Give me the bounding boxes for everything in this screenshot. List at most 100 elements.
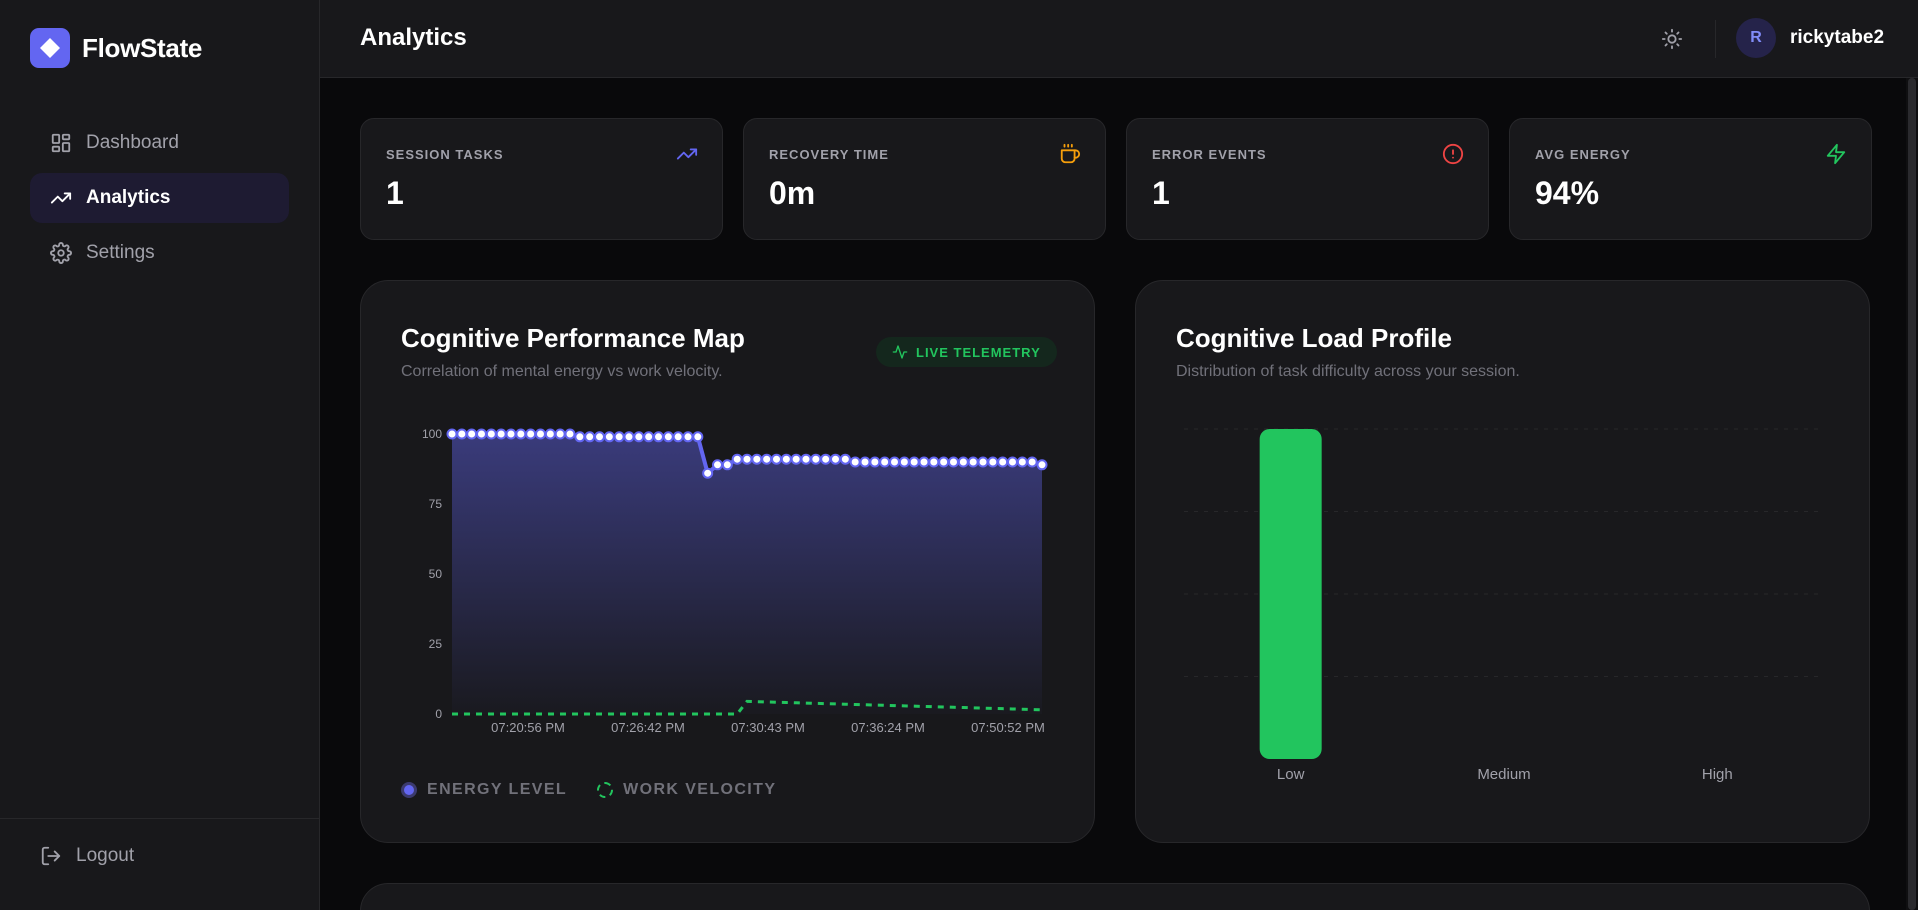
energy-point	[682, 431, 694, 443]
energy-point	[574, 431, 586, 443]
energy-point	[849, 456, 861, 468]
stat-value: 0m	[769, 175, 816, 211]
energy-point	[623, 431, 635, 443]
energy-point	[948, 456, 959, 468]
sidebar-item-dashboard[interactable]: Dashboard	[30, 118, 289, 168]
energy-point	[702, 467, 714, 479]
energy-point	[987, 456, 999, 468]
energy-point	[525, 428, 537, 440]
sidebar-nav: Dashboard Analytics Settings	[30, 118, 289, 283]
sidebar-item-label: Analytics	[86, 187, 171, 208]
y-tick-label: 0	[435, 707, 442, 721]
chart-legend: ENERGY LEVEL WORK VELOCITY	[401, 781, 776, 799]
activity-icon	[892, 345, 908, 359]
energy-point	[515, 428, 527, 440]
load-panel: Cognitive Load Profile Distribution of t…	[1135, 280, 1870, 843]
sidebar-item-label: Dashboard	[86, 132, 179, 153]
energy-point	[1036, 459, 1048, 471]
energy-point	[830, 453, 841, 465]
energy-point	[820, 453, 832, 465]
stat-value: 1	[1152, 175, 1170, 211]
theme-toggle-button[interactable]	[1656, 23, 1688, 55]
energy-point	[456, 428, 468, 440]
scrollbar[interactable]	[1906, 78, 1918, 910]
energy-point	[1007, 456, 1018, 468]
dashboard-grid-icon	[51, 133, 71, 153]
y-tick-label: 50	[429, 567, 443, 581]
energy-area	[452, 434, 1042, 714]
energy-point	[771, 453, 782, 465]
x-tick-label: 07:36:24 PM	[851, 720, 925, 735]
trending-up-icon	[676, 148, 698, 160]
energy-point	[653, 431, 664, 443]
energy-point	[466, 428, 478, 440]
load-title: Cognitive Load Profile	[1176, 323, 1452, 353]
energy-point	[603, 431, 615, 443]
energy-point	[633, 431, 645, 443]
energy-point	[594, 431, 605, 443]
energy-point	[712, 459, 723, 471]
energy-point	[800, 453, 812, 465]
logout-button[interactable]: Logout	[40, 845, 134, 867]
sidebar-item-settings[interactable]: Settings	[30, 228, 289, 278]
legend-energy-marker	[401, 782, 417, 798]
lightning-icon	[1826, 143, 1846, 165]
y-tick-label: 100	[422, 427, 442, 441]
energy-point	[790, 453, 802, 465]
energy-point	[879, 456, 891, 468]
energy-point	[584, 431, 596, 443]
stat-card-avg-energy: AVG ENERGY 94%	[1509, 118, 1872, 240]
energy-point	[446, 428, 458, 440]
energy-point	[643, 431, 655, 443]
username: rickytabe2	[1790, 27, 1885, 48]
energy-point	[997, 456, 1009, 468]
scrollbar-thumb[interactable]	[1908, 78, 1916, 910]
performance-subtitle: Correlation of mental energy vs work vel…	[401, 363, 723, 380]
top-bar: Analytics R rickytabe2	[320, 0, 1918, 78]
stat-label: RECOVERY TIME	[769, 147, 889, 162]
energy-point	[938, 456, 950, 468]
energy-point	[495, 428, 507, 440]
brand-name: FlowState	[82, 32, 203, 63]
stat-label: ERROR EVENTS	[1152, 147, 1267, 162]
energy-point	[859, 456, 871, 468]
stat-card-recovery-time: RECOVERY TIME 0m	[743, 118, 1106, 240]
x-tick-label: 07:30:43 PM	[731, 720, 805, 735]
energy-point	[1026, 456, 1038, 468]
energy-point	[918, 456, 930, 468]
energy-point	[721, 459, 733, 471]
legend-velocity-label: WORK VELOCITY	[623, 781, 777, 798]
energy-point	[741, 453, 753, 465]
x-tick-label: Medium	[1477, 766, 1530, 783]
energy-point	[898, 456, 910, 468]
logout-icon	[41, 846, 61, 866]
energy-point	[476, 428, 487, 440]
stat-value: 94%	[1535, 175, 1600, 211]
energy-point	[564, 428, 576, 440]
user-menu[interactable]: R rickytabe2	[1736, 18, 1884, 58]
velocity-line	[452, 699, 1043, 716]
x-tick-label: 07:50:52 PM	[971, 720, 1045, 735]
performance-panel: Cognitive Performance Map Correlation of…	[360, 280, 1095, 843]
x-tick-label: High	[1702, 766, 1733, 783]
energy-point	[662, 431, 674, 443]
energy-point	[505, 428, 517, 440]
energy-point	[672, 431, 684, 443]
energy-point	[485, 428, 497, 440]
legend-velocity[interactable]: WORK VELOCITY	[597, 781, 776, 799]
legend-energy-label: ENERGY LEVEL	[427, 781, 568, 798]
x-tick-label: Low	[1277, 766, 1305, 783]
energy-point	[692, 431, 704, 443]
legend-energy[interactable]: ENERGY LEVEL	[401, 781, 567, 799]
load-chart: Low Medium High	[1184, 428, 1824, 783]
energy-point	[810, 453, 822, 465]
y-tick-label: 25	[429, 637, 443, 651]
brand[interactable]: FlowState	[30, 28, 202, 68]
gear-icon	[50, 242, 72, 264]
legend-velocity-marker	[597, 782, 614, 798]
load-subtitle: Distribution of task difficulty across y…	[1176, 363, 1520, 380]
sidebar-item-analytics[interactable]: Analytics	[30, 173, 289, 223]
trending-up-icon	[50, 192, 72, 204]
performance-title: Cognitive Performance Map	[401, 323, 745, 353]
